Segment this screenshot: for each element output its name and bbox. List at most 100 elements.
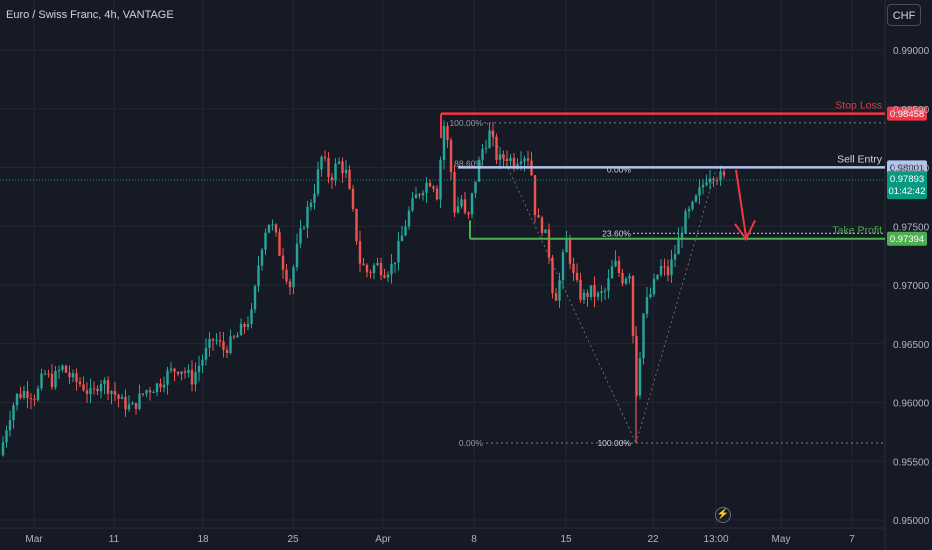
candle (110, 390, 113, 405)
candle (719, 165, 722, 186)
candle (446, 122, 449, 148)
candle-body (379, 262, 383, 276)
candle-body (537, 215, 540, 218)
candle (624, 276, 628, 286)
candle-body (418, 194, 421, 196)
candle (134, 402, 138, 415)
candle-body (411, 198, 414, 211)
candle-body (267, 224, 271, 233)
candle-body (435, 188, 439, 200)
candle-body (341, 161, 344, 174)
candle-body (344, 169, 348, 174)
candle (204, 338, 208, 366)
candle (57, 365, 61, 380)
candle-body (421, 192, 425, 196)
candle (600, 285, 603, 302)
candle (29, 393, 33, 410)
y-tick-label: 0.96500 (893, 340, 930, 351)
candle-body (22, 391, 26, 398)
candle (124, 389, 127, 417)
candle (113, 381, 117, 402)
candle-body (194, 372, 197, 385)
candle-body (152, 392, 155, 394)
lightning-icon[interactable]: ⚡ (715, 507, 731, 523)
candle (288, 278, 292, 295)
candle-body (719, 171, 722, 181)
candle (432, 184, 435, 193)
candle-body (281, 255, 285, 270)
candle-body (43, 373, 47, 375)
candle-body (614, 260, 617, 267)
candle (642, 313, 645, 365)
candle-body (467, 212, 470, 215)
currency-button[interactable]: CHF (887, 4, 921, 26)
candle-body (442, 125, 446, 160)
candle (295, 233, 299, 272)
fib-trend-line (486, 122, 637, 444)
candle (715, 177, 719, 186)
candle-body (201, 359, 204, 366)
candle-body (285, 269, 288, 282)
candle-body (463, 199, 467, 213)
candle-body (691, 201, 694, 210)
candle (575, 263, 579, 283)
candle (712, 176, 715, 187)
candle (358, 230, 362, 273)
candle-body (316, 169, 320, 194)
candle-body (306, 206, 309, 228)
candle-body (526, 158, 530, 161)
candle (621, 269, 624, 287)
candle-body (327, 158, 330, 178)
candle (40, 368, 43, 391)
candle-body (138, 393, 141, 409)
x-tick-label: 7 (849, 534, 855, 545)
candle-body (456, 206, 460, 213)
candle (705, 174, 708, 187)
candle (628, 273, 631, 284)
take-profit-label: Take Profit (832, 225, 882, 237)
candle-body (33, 399, 36, 401)
current-price-tag (887, 171, 927, 200)
candle-body (208, 338, 211, 348)
candle (369, 269, 372, 279)
candle-body (1, 442, 5, 456)
fib-label: 100.00% (597, 438, 631, 448)
x-tick-label: 13:00 (703, 534, 728, 545)
candle (253, 284, 257, 314)
stop-loss-price-value: 0.98458 (890, 109, 924, 120)
candle-body (638, 358, 642, 396)
candle (71, 369, 75, 382)
candle-body (243, 324, 246, 327)
candle-body (127, 404, 131, 410)
candle (50, 364, 54, 390)
candle-body (589, 285, 593, 297)
candle-body (617, 260, 621, 273)
candle (218, 331, 222, 347)
candle (313, 183, 316, 210)
candle (495, 133, 498, 165)
candle-body (628, 276, 631, 279)
candle-body (390, 264, 393, 275)
candle (22, 385, 26, 400)
candle-body (495, 136, 498, 160)
candle-body (40, 373, 43, 389)
candle (652, 273, 656, 297)
candle (166, 366, 169, 395)
candle (302, 225, 306, 230)
candle-body (680, 233, 684, 238)
candle-body (575, 272, 579, 281)
candle-body (512, 157, 516, 168)
candle (64, 364, 68, 374)
candle (250, 303, 253, 329)
candle-body (15, 393, 19, 406)
candle (677, 227, 680, 255)
candle (152, 390, 155, 394)
candle (421, 190, 425, 201)
candle-body (169, 368, 173, 371)
candle (463, 192, 467, 215)
candle-body (313, 193, 316, 203)
candle-body (551, 257, 554, 294)
candle-body (253, 286, 257, 310)
